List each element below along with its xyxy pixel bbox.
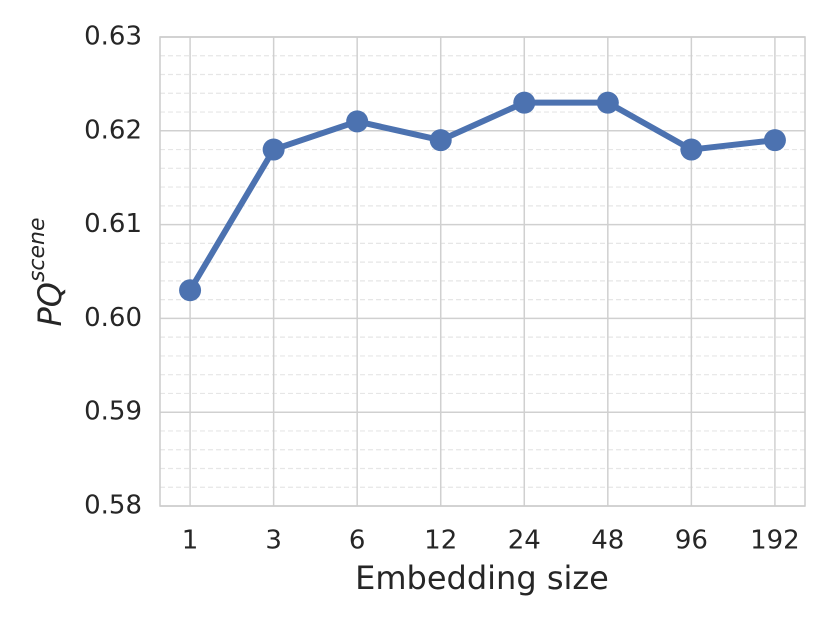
- y-tick-label: 0.58: [84, 491, 142, 521]
- point: [179, 279, 202, 302]
- y-tick-label: 0.61: [84, 209, 142, 239]
- x-tick-label: 48: [591, 526, 624, 556]
- y-tick-label: 0.62: [84, 115, 142, 145]
- x-tick-label: 24: [508, 526, 541, 556]
- plot-frame: [159, 36, 806, 507]
- x-tick-label: 6: [349, 526, 366, 556]
- point: [596, 91, 619, 114]
- x-tick-label: 96: [675, 526, 708, 556]
- point: [346, 110, 369, 133]
- y-tick-label: 0.59: [84, 397, 142, 427]
- x-tick-label: 192: [750, 526, 800, 556]
- point: [262, 138, 285, 161]
- x-axis-label: Embedding size: [355, 559, 609, 597]
- y-axis-label: PQscene: [25, 217, 69, 326]
- point: [680, 138, 703, 161]
- point: [513, 91, 536, 114]
- line: [187, 99, 776, 292]
- y-axis-label-main: PQ: [31, 282, 69, 326]
- y-tick-label: 0.60: [84, 303, 142, 333]
- point: [429, 129, 452, 152]
- x-tick-label: 12: [424, 526, 457, 556]
- y-tick-label: 0.63: [84, 22, 142, 52]
- x-tick-label: 1: [182, 526, 199, 556]
- x-tick-label: 3: [265, 526, 282, 556]
- y-axis-label-superscript: scene: [25, 217, 50, 282]
- point: [763, 129, 786, 152]
